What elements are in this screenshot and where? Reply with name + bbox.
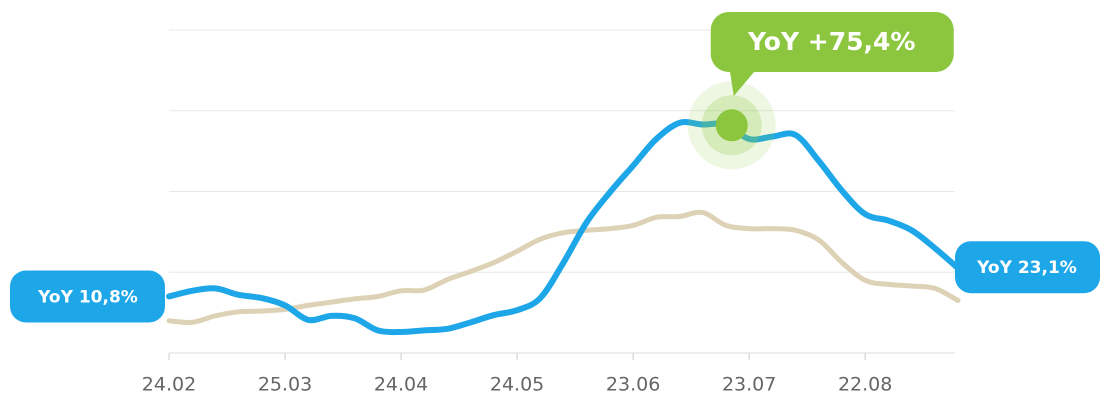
start-label: YoY 10,8% <box>37 287 138 307</box>
series-line <box>166 209 961 325</box>
peak-pointer <box>729 70 756 96</box>
x-tick-label: 24.02 <box>142 374 196 396</box>
series-line <box>166 119 961 336</box>
start-label-box <box>10 270 165 323</box>
x-tick-label: 25.03 <box>258 374 312 396</box>
peak-label-box <box>710 12 954 72</box>
x-tick-label: 22.08 <box>838 374 892 396</box>
x-tick-label: 24.05 <box>490 374 544 396</box>
x-tick-label: 23.06 <box>606 374 660 396</box>
x-tick-label: 23.07 <box>722 374 776 396</box>
peak-point <box>715 109 748 142</box>
end-label-box <box>955 241 1100 294</box>
x-tick-label: 24.04 <box>374 374 428 396</box>
peak-label: YoY +75,4% <box>747 27 915 56</box>
end-label: YoY 23,1% <box>976 258 1077 278</box>
